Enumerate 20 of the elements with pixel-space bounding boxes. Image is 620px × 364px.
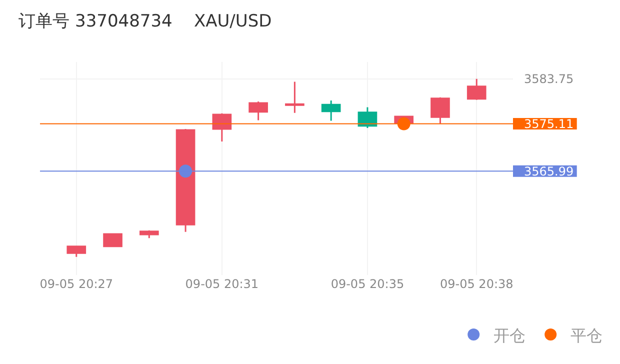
candlestick [466,78,486,101]
y-tick-label: 3583.75 [524,72,574,86]
legend-label: 开仓 [494,326,526,345]
x-tick-label: 09-05 20:31 [185,277,259,291]
candlestick [103,233,122,248]
candlestick [358,106,378,129]
chart-title: 订单号 337048734 XAU/USD [18,11,272,32]
candlestick [321,100,341,122]
x-tick-label: 09-05 20:38 [440,277,514,291]
x-tick-label: 09-05 20:35 [330,277,404,291]
candlestick [248,100,268,121]
candlestick [430,96,450,125]
y-tick-label: 3565.99 [524,164,574,178]
candlestick [66,246,86,258]
legend-label: 平仓 [570,326,603,345]
candlestick [212,112,232,142]
candlestick [176,128,196,233]
x-tick-label: 09-05 20:27 [40,277,114,291]
y-tick-label: 3575.11 [524,116,574,131]
candlestick [285,80,304,114]
